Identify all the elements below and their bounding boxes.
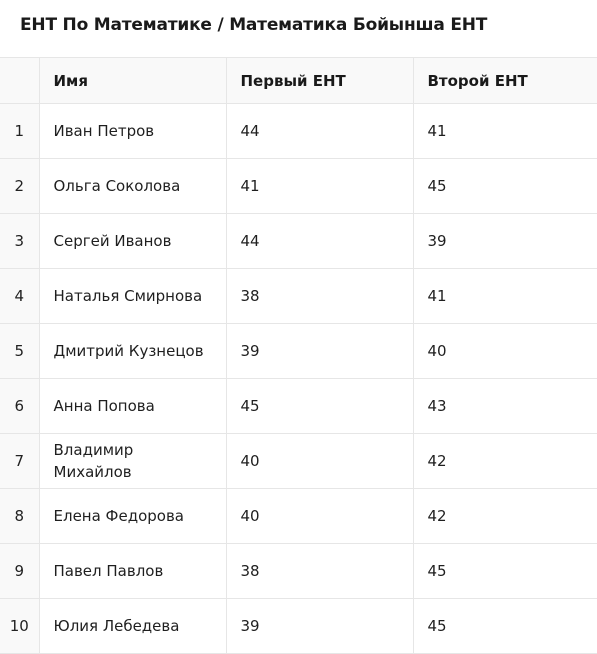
first-ent-cell[interactable]: 38 — [226, 543, 414, 599]
row-index: 6 — [0, 378, 40, 434]
column-header-index — [0, 57, 40, 104]
row-index: 7 — [0, 433, 40, 489]
name-cell[interactable]: Елена Федорова — [39, 488, 227, 544]
first-ent-cell[interactable]: 38 — [226, 268, 414, 324]
first-ent-cell[interactable]: 44 — [226, 213, 414, 269]
table-row: 6 Анна Попова 45 43 — [0, 378, 597, 434]
second-ent-cell[interactable]: 43 — [413, 378, 597, 434]
first-ent-cell[interactable]: 40 — [226, 488, 414, 544]
row-index: 8 — [0, 488, 40, 544]
first-ent-cell[interactable]: 39 — [226, 323, 414, 379]
name-cell[interactable]: Юлия Лебедева — [39, 598, 227, 654]
first-ent-cell[interactable]: 40 — [226, 433, 414, 489]
row-index: 1 — [0, 103, 40, 159]
table-row: 9 Павел Павлов 38 45 — [0, 543, 597, 599]
name-cell[interactable]: Павел Павлов — [39, 543, 227, 599]
second-ent-cell[interactable]: 40 — [413, 323, 597, 379]
row-index: 5 — [0, 323, 40, 379]
second-ent-cell[interactable]: 42 — [413, 433, 597, 489]
column-header-name[interactable]: Имя — [39, 57, 227, 104]
name-cell[interactable]: Наталья Смирнова — [39, 268, 227, 324]
first-ent-cell[interactable]: 41 — [226, 158, 414, 214]
second-ent-cell[interactable]: 39 — [413, 213, 597, 269]
second-ent-cell[interactable]: 41 — [413, 268, 597, 324]
first-ent-cell[interactable]: 44 — [226, 103, 414, 159]
name-cell[interactable]: Владимир Михайлов — [39, 433, 227, 489]
table-header-row: Имя Первый ЕНТ Второй ЕНТ — [0, 57, 597, 104]
scores-table: Имя Первый ЕНТ Второй ЕНТ 1 Иван Петров … — [0, 57, 597, 654]
second-ent-cell[interactable]: 42 — [413, 488, 597, 544]
second-ent-cell[interactable]: 45 — [413, 158, 597, 214]
name-cell[interactable]: Сергей Иванов — [39, 213, 227, 269]
name-cell[interactable]: Анна Попова — [39, 378, 227, 434]
table-row: 4 Наталья Смирнова 38 41 — [0, 268, 597, 324]
table-row: 3 Сергей Иванов 44 39 — [0, 213, 597, 269]
second-ent-cell[interactable]: 45 — [413, 543, 597, 599]
name-cell[interactable]: Иван Петров — [39, 103, 227, 159]
table-row: 5 Дмитрий Кузнецов 39 40 — [0, 323, 597, 379]
first-ent-cell[interactable]: 45 — [226, 378, 414, 434]
row-index: 10 — [0, 598, 40, 654]
second-ent-cell[interactable]: 45 — [413, 598, 597, 654]
name-cell[interactable]: Ольга Соколова — [39, 158, 227, 214]
first-ent-cell[interactable]: 39 — [226, 598, 414, 654]
column-header-second-ent[interactable]: Второй ЕНТ — [413, 57, 597, 104]
table-row: 8 Елена Федорова 40 42 — [0, 488, 597, 544]
table-row: 1 Иван Петров 44 41 — [0, 103, 597, 159]
row-index: 4 — [0, 268, 40, 324]
column-header-first-ent[interactable]: Первый ЕНТ — [226, 57, 414, 104]
row-index: 3 — [0, 213, 40, 269]
row-index: 2 — [0, 158, 40, 214]
row-index: 9 — [0, 543, 40, 599]
name-cell[interactable]: Дмитрий Кузнецов — [39, 323, 227, 379]
second-ent-cell[interactable]: 41 — [413, 103, 597, 159]
table-row: 10 Юлия Лебедева 39 45 — [0, 598, 597, 654]
table-row: 2 Ольга Соколова 41 45 — [0, 158, 597, 214]
table-row: 7 Владимир Михайлов 40 42 — [0, 433, 597, 489]
page-title: ЕНТ По Математике / Математика Бойынша Е… — [20, 15, 488, 35]
